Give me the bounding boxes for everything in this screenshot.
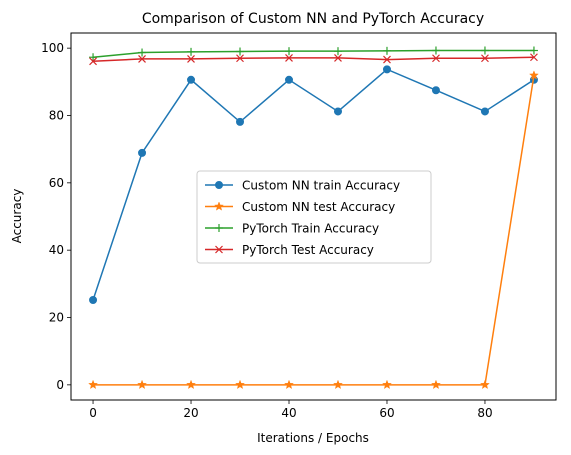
legend-label: Custom NN test Accuracy [242, 200, 395, 214]
y-tick-label: 100 [41, 41, 64, 55]
data-point-series-3 [138, 48, 147, 57]
data-point-series-4 [481, 54, 489, 63]
legend-item: Custom NN test Accuracy [205, 200, 395, 214]
data-point-series-1 [187, 75, 196, 84]
data-point-series-4 [236, 54, 244, 63]
y-tick-label: 40 [49, 243, 64, 257]
legend-label: PyTorch Train Accuracy [242, 222, 379, 236]
data-point-series-3 [382, 46, 391, 55]
legend: Custom NN train Accuracy Custom NN test A… [196, 170, 432, 264]
x-tick-label: 80 [477, 406, 492, 420]
y-tick-label: 20 [49, 311, 64, 325]
legend-label: PyTorch Test Accuracy [242, 243, 374, 257]
data-point-series-1 [138, 148, 147, 157]
legend-item: PyTorch Train Accuracy [205, 222, 379, 236]
data-point-series-3 [89, 53, 98, 62]
data-point-series-2 [284, 379, 294, 390]
data-point-series-3 [333, 47, 342, 56]
data-point-series-1 [236, 117, 245, 126]
data-point-series-2 [137, 379, 147, 390]
data-point-series-3 [480, 46, 489, 55]
legend-marker [215, 224, 223, 232]
x-tick-label: 60 [379, 406, 394, 420]
data-point-series-3 [529, 46, 538, 55]
y-tick-label: 80 [49, 108, 64, 122]
data-point-series-3 [431, 46, 440, 55]
x-tick-label: 0 [89, 406, 97, 420]
data-point-series-1 [285, 75, 294, 84]
series-line-2 [93, 75, 535, 386]
x-axis-label: Iterations / Epochs [257, 431, 369, 445]
y-tick-label: 0 [56, 378, 64, 392]
data-point-series-4 [432, 54, 440, 63]
series-line-3 [92, 49, 534, 58]
data-point-series-4 [138, 55, 146, 63]
legend-marker [215, 245, 223, 254]
x-tick-label: 20 [183, 406, 198, 420]
data-point-series-1 [382, 65, 391, 74]
legend-marker [214, 201, 224, 211]
data-point-series-2 [480, 379, 490, 390]
x-tick-label: 40 [281, 406, 296, 420]
data-point-series-1 [480, 107, 489, 116]
data-point-series-4 [334, 53, 342, 62]
data-point-series-2 [88, 379, 99, 390]
legend-label: Custom NN train Accuracy [242, 179, 400, 193]
legend-box [196, 170, 432, 264]
data-point-series-4 [383, 55, 391, 64]
legend-item: Custom NN train Accuracy [205, 179, 400, 193]
y-tick-label: 60 [49, 176, 64, 190]
data-point-series-2 [528, 70, 539, 80]
data-point-series-4 [187, 55, 195, 63]
plot-area [88, 46, 539, 390]
series-line-1 [92, 68, 535, 301]
data-point-series-4 [285, 53, 293, 62]
data-point-series-2 [431, 379, 441, 390]
chart-title: Comparison of Custom NN and PyTorch Accu… [142, 11, 484, 27]
data-point-series-3 [187, 47, 196, 56]
data-point-series-3 [236, 47, 245, 56]
data-point-series-4 [530, 53, 538, 62]
data-point-series-2 [333, 379, 343, 390]
data-point-series-2 [186, 379, 196, 390]
data-point-series-4 [89, 57, 97, 66]
series-line-4 [93, 56, 534, 63]
axes-frame [70, 32, 557, 401]
data-point-series-3 [285, 47, 294, 56]
y-axis-label: Accuracy [10, 189, 24, 244]
data-point-series-2 [235, 379, 245, 390]
data-point-series-1 [333, 107, 342, 116]
legend-marker [215, 181, 223, 189]
data-point-series-2 [382, 379, 392, 390]
data-point-series-1 [89, 296, 98, 305]
data-point-series-1 [431, 86, 440, 95]
legend-item: PyTorch Test Accuracy [205, 243, 374, 257]
